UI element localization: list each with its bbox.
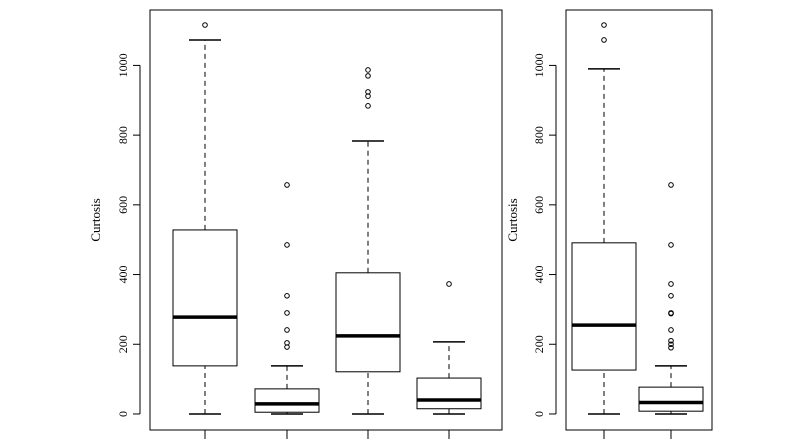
y-axis-title: Curtosis <box>505 198 520 241</box>
y-tick-label: 0 <box>116 411 130 417</box>
outlier <box>668 341 674 348</box>
outlier <box>668 344 674 351</box>
box <box>172 229 238 367</box>
outlier <box>446 281 452 287</box>
outlier <box>668 182 674 188</box>
plot-frame <box>149 9 503 431</box>
y-axis-title: Curtosis <box>88 198 103 241</box>
y-tick-label: 400 <box>532 266 546 284</box>
outlier <box>668 337 674 344</box>
y-tick-label: 200 <box>532 335 546 353</box>
outlier <box>284 344 290 350</box>
y-tick-label: 800 <box>532 126 546 144</box>
outlier <box>668 242 674 248</box>
box <box>571 242 637 371</box>
outlier <box>365 103 371 109</box>
outlier <box>284 293 290 299</box>
outlier <box>668 327 674 333</box>
box <box>416 377 482 410</box>
box <box>254 388 320 413</box>
plot-frame <box>565 9 713 431</box>
outlier <box>601 22 607 28</box>
y-tick-label: 400 <box>116 266 130 284</box>
outlier <box>284 182 290 188</box>
y-tick-label: 800 <box>116 126 130 144</box>
y-tick-label: 600 <box>116 196 130 214</box>
outlier <box>668 293 674 299</box>
outlier <box>365 67 371 73</box>
y-tick-label: 0 <box>532 411 546 417</box>
y-tick-label: 1000 <box>532 53 546 77</box>
outlier <box>284 242 290 248</box>
outlier <box>365 73 371 79</box>
outlier <box>668 281 674 287</box>
outlier <box>284 327 290 333</box>
outlier <box>365 93 371 99</box>
outlier <box>202 22 208 28</box>
y-tick-label: 1000 <box>116 53 130 77</box>
outlier <box>668 310 674 317</box>
box <box>335 272 401 373</box>
box <box>638 386 704 412</box>
y-tick-label: 200 <box>116 335 130 353</box>
outlier <box>284 310 290 316</box>
outlier <box>601 37 607 43</box>
y-tick-label: 600 <box>532 196 546 214</box>
